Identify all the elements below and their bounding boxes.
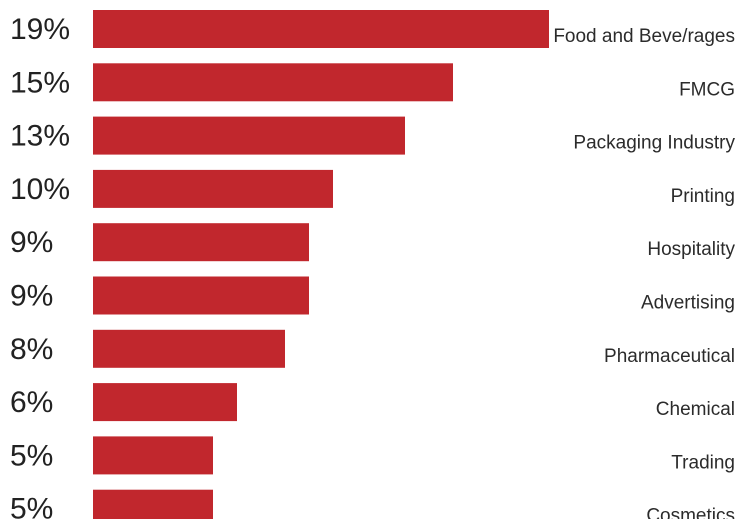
bar-6 [93,329,285,368]
value-label-9: 5% [10,493,53,519]
value-label-8: 5% [10,439,53,472]
value-label-0: 19% [10,13,70,46]
category-label-4: Hospitality [647,239,735,260]
category-label-9: Cosmetics [646,506,735,519]
bar-7 [93,383,237,422]
value-label-4: 9% [10,226,53,259]
category-label-0: Food and Beve/rages [553,26,735,47]
bar-3 [93,169,333,208]
value-label-7: 6% [10,386,53,419]
bar-1 [93,63,453,102]
value-label-1: 15% [10,66,70,99]
bar-0 [93,10,549,48]
value-label-2: 13% [10,120,70,153]
category-label-1: FMCG [679,79,735,100]
bar-8 [93,436,213,475]
value-label-5: 9% [10,280,53,313]
category-label-5: Advertising [641,293,735,314]
value-labels: 19% 15% 13% 10% 9% 9% 8% 6% 5% 5% [10,13,70,519]
value-label-6: 8% [10,333,53,366]
bars-layer [93,10,549,519]
bar-4 [93,223,309,262]
value-label-3: 10% [10,173,70,206]
category-label-7: Chemical [656,399,735,420]
category-label-6: Pharmaceutical [604,346,735,367]
category-label-8: Trading [671,452,735,473]
category-labels: Food and Beve/rages FMCG Packaging Industr… [553,26,735,519]
category-label-3: Printing [671,186,735,207]
bar-5 [93,276,309,315]
bar-2 [93,116,405,155]
bar-9 [93,489,213,519]
category-label-2: Packaging Industry [573,133,735,154]
